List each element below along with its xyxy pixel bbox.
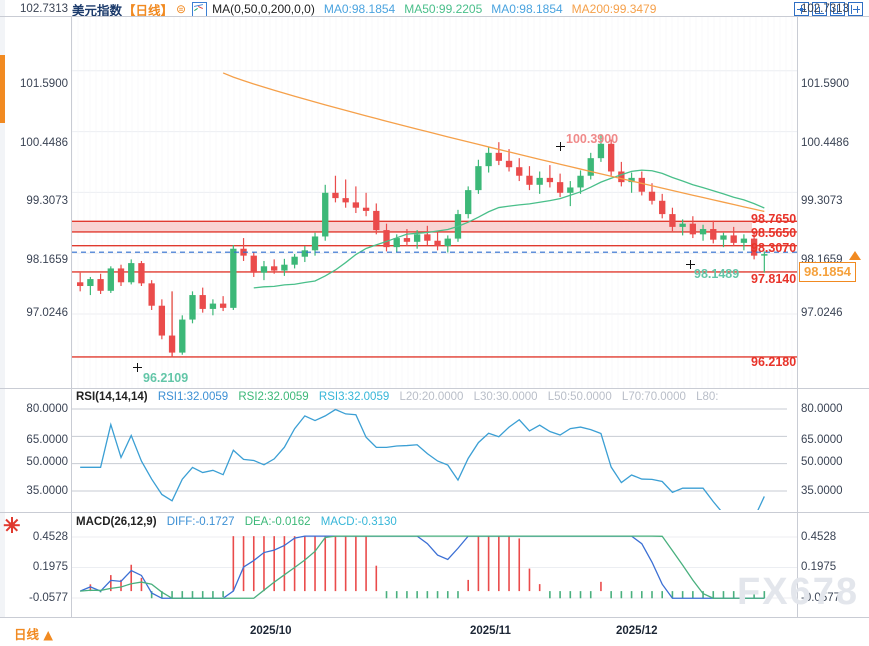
rsi-header: RSI(14,14,14) RSI1:32.0059 RSI2:32.0059 … bbox=[76, 391, 718, 403]
ma-indicator-icon[interactable] bbox=[192, 1, 208, 17]
ma0-value-2: MA0:98.1854 bbox=[491, 2, 563, 16]
y-axis-left-4: 98.1659 bbox=[26, 254, 68, 266]
plot-top-border bbox=[0, 16, 869, 17]
x-axis-label-1: 2025/11 bbox=[470, 625, 511, 637]
rsi-chart-area[interactable] bbox=[72, 400, 797, 510]
measure-left-tool-icon[interactable] bbox=[812, 2, 827, 16]
y-axis-right-0: 102.7313 bbox=[801, 3, 849, 15]
rsi-l70: L70:70.0000 bbox=[621, 391, 686, 403]
rsi-axis-right-3: 35.0000 bbox=[801, 485, 843, 497]
last-crosshair-marker bbox=[686, 260, 695, 269]
macd-hist-value: MACD:-0.3130 bbox=[320, 516, 397, 528]
measure-right-tool-icon[interactable] bbox=[830, 2, 845, 16]
level-label-98765: 98.7650 bbox=[751, 212, 797, 226]
macd-svg bbox=[72, 535, 797, 599]
rsi-axis-left-2: 50.0000 bbox=[26, 456, 68, 468]
macd-header: MACD(26,12,9) DIFF:-0.1727 DEA:-0.0162 M… bbox=[76, 516, 397, 528]
watermark: FX678 bbox=[737, 571, 859, 613]
macd-dea-value: DEA:-0.0162 bbox=[244, 516, 311, 528]
y-axis-left-1: 101.5900 bbox=[20, 78, 68, 90]
macd-chart-area[interactable] bbox=[72, 527, 797, 618]
level-label-97814: 97.8140 bbox=[751, 272, 797, 286]
high-crosshair-marker bbox=[556, 142, 565, 151]
current-price-arrow-icon bbox=[849, 251, 861, 260]
y-axis-left-0: 102.7313 bbox=[20, 3, 68, 15]
left-scroll-rail[interactable] bbox=[0, 0, 5, 646]
price-chart-area[interactable] bbox=[72, 17, 797, 388]
macd-diff-value: DIFF:-0.1727 bbox=[166, 516, 235, 528]
rsi-panel-bottom-border bbox=[0, 512, 869, 513]
rsi-svg bbox=[72, 408, 787, 510]
rsi3-value: RSI3:32.0059 bbox=[318, 391, 390, 403]
timeframe-label[interactable]: 日线 ▲ bbox=[14, 627, 53, 642]
rsi-axis-right-2: 50.0000 bbox=[801, 456, 843, 468]
price-panel-bottom-border bbox=[0, 388, 869, 389]
price-svg bbox=[72, 17, 797, 388]
y-axis-left-3: 99.3073 bbox=[26, 195, 68, 207]
macd-axis-right-2: -0.0577 bbox=[801, 592, 841, 604]
macd-axis-left-0: 0.4528 bbox=[32, 531, 68, 543]
period-label[interactable]: 【日线】 bbox=[123, 2, 174, 18]
chart-toolbar bbox=[794, 2, 863, 16]
low-crosshair-marker bbox=[133, 363, 142, 372]
bottom-bar: 日线 ▲ 2025/10 2025/11 2025/12 bbox=[0, 617, 869, 646]
y-axis-right-3: 99.3073 bbox=[801, 195, 843, 207]
y-axis-right-2: 100.4486 bbox=[801, 137, 849, 149]
plot-left-border bbox=[71, 16, 72, 628]
rsi2-value: RSI2:32.0059 bbox=[238, 391, 309, 403]
rsi-axis-left-0: 80.0000 bbox=[26, 403, 68, 415]
rsi-name[interactable]: RSI(14,14,14) bbox=[76, 391, 148, 403]
period-dropdown-icon[interactable]: ⊜ bbox=[176, 2, 187, 16]
rsi-axis-left-1: 65.0000 bbox=[26, 434, 68, 446]
plot-right-border bbox=[797, 16, 798, 628]
x-axis-label-0: 2025/10 bbox=[250, 625, 292, 637]
level-label-96218: 96.2180 bbox=[751, 355, 797, 369]
rsi-l50: L50:50.0000 bbox=[547, 391, 612, 403]
rsi-l30: L30:30.0000 bbox=[473, 391, 538, 403]
macd-axis-right-1: 0.1975 bbox=[801, 561, 837, 573]
chart-legend: 美元指数 【日线】 ⊜ MA(0,50,0,200,0,0) MA0:98.18… bbox=[72, 1, 657, 18]
symbol-name: 美元指数 bbox=[72, 2, 123, 18]
ma-expression[interactable]: MA(0,50,0,200,0,0) bbox=[212, 2, 315, 16]
rsi-axis-right-1: 65.0000 bbox=[801, 434, 843, 446]
level-label-98307: 98.3070 bbox=[751, 241, 797, 255]
high-annotation-label: 100.3900 bbox=[566, 132, 619, 146]
rsi-l20: L20:20.0000 bbox=[399, 391, 464, 403]
left-scroll-thumb[interactable] bbox=[0, 55, 5, 123]
level-label-98565: 98.5650 bbox=[751, 226, 797, 240]
y-axis-right-1: 101.5900 bbox=[801, 78, 849, 90]
macd-axis-left-1: 0.1975 bbox=[32, 561, 68, 573]
y-axis-right-5: 97.0246 bbox=[801, 307, 843, 319]
rsi-l80: L80: bbox=[696, 391, 719, 403]
macd-axis-right-0: 0.4528 bbox=[801, 531, 837, 543]
last-price-label: 98.1489 bbox=[694, 267, 740, 281]
jump-latest-tool-icon[interactable] bbox=[848, 2, 863, 16]
macd-axis-left-2: -0.0577 bbox=[28, 592, 68, 604]
current-price-tag[interactable]: 98.1854 bbox=[799, 262, 856, 282]
ma200-value: MA200:99.3479 bbox=[571, 2, 657, 16]
ma50-value: MA50:99.2205 bbox=[404, 2, 483, 16]
rsi1-value: RSI1:32.0059 bbox=[157, 391, 229, 403]
rsi-axis-right-0: 80.0000 bbox=[801, 403, 843, 415]
ma0-value: MA0:98.1854 bbox=[323, 2, 396, 16]
y-axis-left-5: 97.0246 bbox=[26, 307, 68, 319]
rsi-axis-left-3: 35.0000 bbox=[26, 485, 68, 497]
x-axis-label-2: 2025/12 bbox=[616, 625, 658, 637]
gear-icon[interactable] bbox=[3, 517, 20, 533]
macd-name[interactable]: MACD(26,12,9) bbox=[76, 516, 157, 528]
low-annotation-label: 96.2109 bbox=[143, 371, 189, 385]
y-axis-left-2: 100.4486 bbox=[20, 137, 68, 149]
crosshair-tool-icon[interactable] bbox=[794, 2, 809, 16]
